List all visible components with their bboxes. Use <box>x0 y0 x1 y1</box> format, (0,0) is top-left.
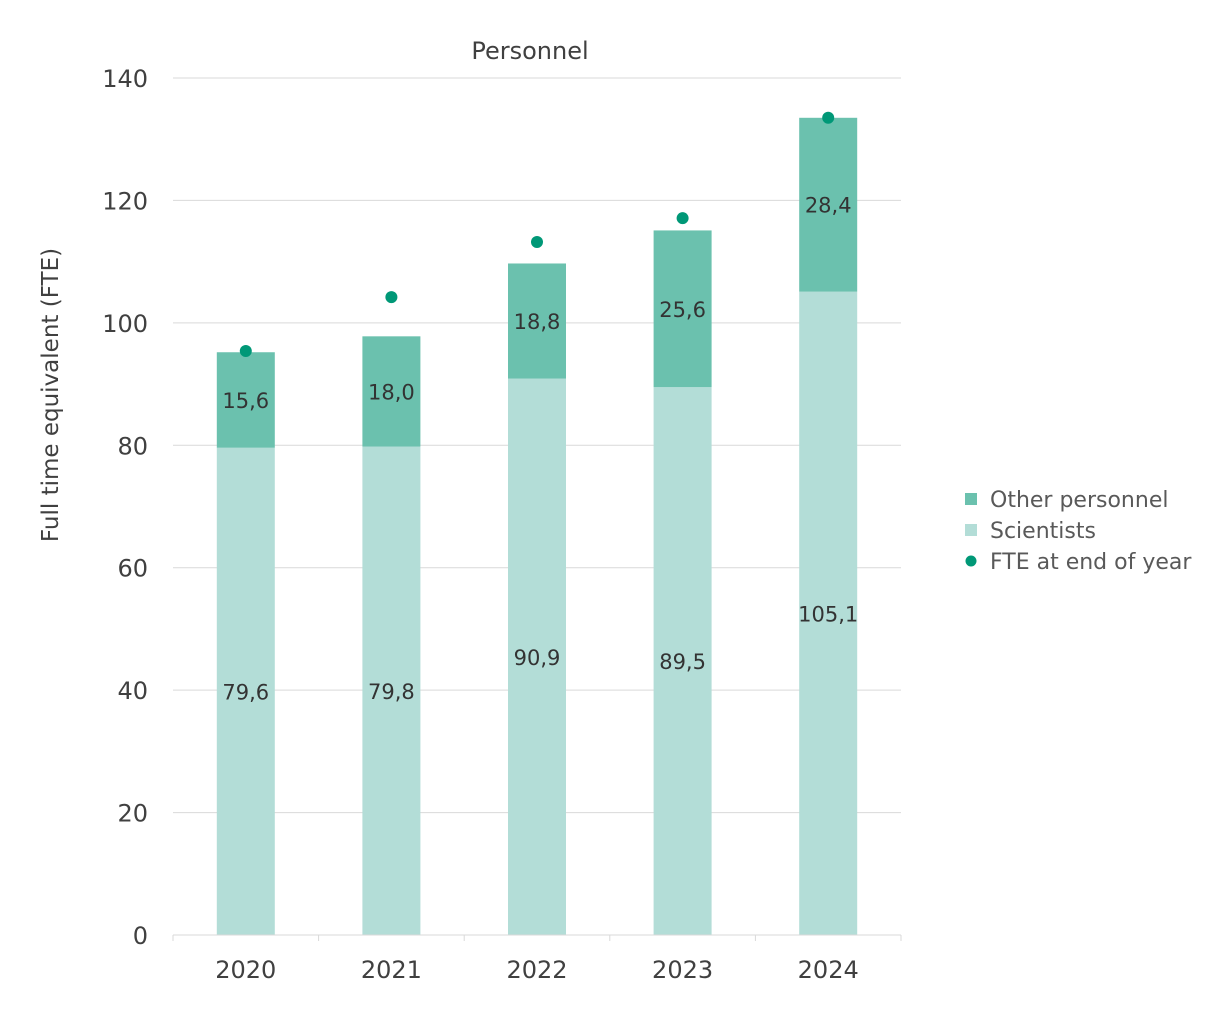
marker-fte-end-of-year-2021 <box>385 291 398 304</box>
legend-label: Other personnel <box>990 488 1168 513</box>
y-tick-label: 100 <box>102 310 148 338</box>
data-label-other-personnel: 18,0 <box>368 380 415 404</box>
y-axis-label: Full time equivalent (FTE) <box>38 248 64 542</box>
bar-scientists-2022 <box>508 378 566 935</box>
legend-marker-icon <box>965 555 977 567</box>
data-label-other-personnel: 25,6 <box>659 298 706 322</box>
data-label-scientists: 105,1 <box>798 602 858 626</box>
chart-title: Personnel <box>471 37 588 65</box>
bar-other-personnel-2021 <box>362 336 421 447</box>
bar-scientists-2021 <box>362 446 421 935</box>
bar-other-personnel-2020 <box>216 352 275 448</box>
marker-fte-end-of-year-2023 <box>676 212 689 225</box>
y-tick-label: 80 <box>117 432 148 460</box>
x-tick-label: 2022 <box>506 956 567 984</box>
y-tick-label: 0 <box>133 922 148 950</box>
marker-fte-end-of-year-2022 <box>531 236 543 249</box>
data-label-other-personnel: 28,4 <box>805 194 852 218</box>
bar-scientists-2024 <box>799 291 858 936</box>
bar-other-personnel-2024 <box>799 117 858 292</box>
data-label-scientists: 79,8 <box>368 680 415 704</box>
data-label-other-personnel: 15,6 <box>222 389 269 413</box>
legend-swatch-icon <box>965 524 977 536</box>
bar-other-personnel-2023 <box>653 230 712 388</box>
x-tick-label: 2020 <box>215 956 276 984</box>
y-tick-label: 120 <box>102 187 148 215</box>
data-label-scientists: 79,6 <box>222 680 269 704</box>
y-tick-label: 20 <box>117 800 148 828</box>
data-label-scientists: 89,5 <box>659 650 706 674</box>
legend-label: Scientists <box>990 519 1096 544</box>
data-label-other-personnel: 18,8 <box>514 310 561 334</box>
x-tick-label: 2021 <box>361 956 422 984</box>
bar-other-personnel-2022 <box>508 263 566 379</box>
bar-scientists-2020 <box>216 447 275 935</box>
y-tick-label: 140 <box>102 65 148 93</box>
data-label-scientists: 90,9 <box>514 646 561 670</box>
legend-label: FTE at end of year <box>990 550 1192 575</box>
marker-fte-end-of-year-2024 <box>822 111 835 124</box>
bar-scientists-2023 <box>653 387 712 935</box>
x-tick-label: 2024 <box>798 956 859 984</box>
y-tick-label: 60 <box>117 555 148 583</box>
x-tick-label: 2023 <box>652 956 713 984</box>
marker-fte-end-of-year-2020 <box>239 345 252 358</box>
legend-swatch-icon <box>965 493 977 505</box>
y-tick-label: 40 <box>117 677 148 705</box>
